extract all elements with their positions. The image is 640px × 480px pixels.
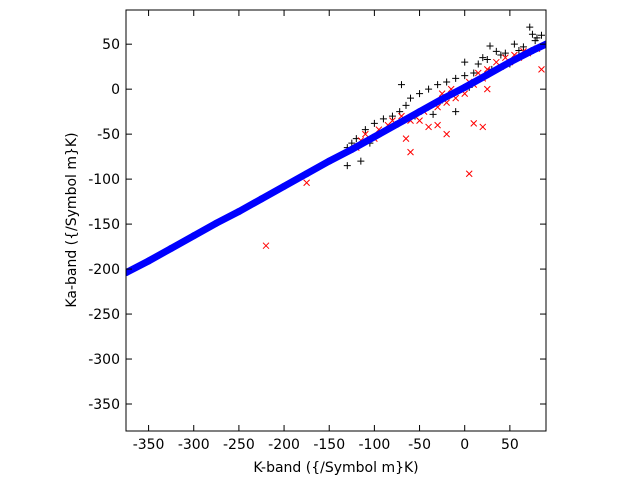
point-plus <box>388 112 396 120</box>
point-plus <box>519 43 527 51</box>
ticks-layer: -350 -300 -250 -200 -150 -100 -50 0 50 50 0 -50 -100… <box>88 10 546 453</box>
point-x <box>465 170 473 178</box>
point-circle <box>393 120 401 128</box>
x-tick-label: -350 <box>133 437 165 453</box>
point-x <box>425 123 432 131</box>
point-plus <box>343 162 351 170</box>
point-plus <box>537 31 545 39</box>
y-tick-label: 0 <box>111 82 120 98</box>
point-plus <box>531 37 539 45</box>
point-x <box>479 123 487 131</box>
point-plus <box>483 55 491 63</box>
x-tick-label: 50 <box>501 437 519 453</box>
plot-frame <box>125 9 547 432</box>
point-plus <box>357 157 365 165</box>
point-plus <box>416 90 424 98</box>
point-circle <box>370 133 378 141</box>
point-plus <box>461 58 469 66</box>
point-plus <box>528 30 536 38</box>
point-plus <box>407 94 415 102</box>
point-circle <box>235 208 243 216</box>
x-axis-label: K-band ({/Symbol m}K) <box>253 460 418 476</box>
y-tick-label: -250 <box>88 307 120 323</box>
x-tick-label: -300 <box>178 437 210 453</box>
point-plus <box>452 74 460 82</box>
point-circle <box>483 71 491 79</box>
x-tick-label: 0 <box>460 437 469 453</box>
point-circle <box>212 219 220 227</box>
point-plus <box>402 101 410 109</box>
point-plus <box>461 72 469 80</box>
point-circle <box>461 83 469 91</box>
point-plus <box>370 119 378 127</box>
point-plus <box>397 81 405 89</box>
point-plus <box>492 47 500 55</box>
point-circle <box>145 257 153 265</box>
x-tick-label: -150 <box>313 437 345 453</box>
y-tick-label: -100 <box>88 172 120 188</box>
point-circle <box>167 244 175 252</box>
point-plus <box>361 126 369 134</box>
point-plus <box>526 23 534 31</box>
point-x <box>538 66 545 73</box>
x-tick-label: -100 <box>358 437 390 453</box>
x-tick-label: -200 <box>268 437 300 453</box>
y-tick-label: -150 <box>88 217 120 233</box>
point-plus <box>486 42 494 50</box>
y-tick-label: -200 <box>88 262 120 278</box>
y-axis-label: Ka-band ({/Symbol m}K) <box>64 132 80 307</box>
point-x <box>303 179 310 187</box>
point-x <box>470 119 478 127</box>
point-circle <box>303 170 311 178</box>
point-circle <box>280 182 288 190</box>
point-plus <box>479 54 487 62</box>
point-circle <box>528 46 536 54</box>
x-tick-label: -50 <box>408 437 431 453</box>
y-tick-label: -350 <box>88 397 120 413</box>
point-plus <box>434 81 442 89</box>
point-plus <box>510 40 518 48</box>
point-plus <box>470 69 478 77</box>
y-tick-label: -50 <box>97 127 120 143</box>
point-circle <box>126 269 130 277</box>
point-circle <box>325 157 333 165</box>
point-x <box>262 242 270 250</box>
point-x <box>483 85 491 93</box>
point-circle <box>348 145 356 153</box>
point-circle <box>416 108 424 116</box>
point-x <box>443 130 450 138</box>
series-circle <box>126 40 546 277</box>
point-x <box>402 135 410 142</box>
y-tick-label: -300 <box>88 352 120 368</box>
point-plus <box>429 110 437 118</box>
point-x <box>362 130 369 138</box>
point-plus <box>452 108 460 116</box>
point-circle <box>506 58 514 66</box>
point-circle <box>190 232 198 240</box>
series-x <box>262 45 545 250</box>
point-plus <box>425 85 433 93</box>
point-plus <box>501 49 509 57</box>
point-x <box>492 58 500 66</box>
y-tick-label: 50 <box>102 37 120 53</box>
series-circle-band <box>126 40 546 277</box>
point-x <box>407 148 414 156</box>
point-circle <box>257 195 265 203</box>
point-plus <box>474 60 482 68</box>
point-plus <box>515 46 523 54</box>
point-plus <box>379 115 387 123</box>
point-x <box>434 121 441 129</box>
points-layer <box>126 23 546 277</box>
point-circle <box>438 95 446 103</box>
point-plus <box>443 78 451 86</box>
x-tick-label: -250 <box>223 437 255 453</box>
